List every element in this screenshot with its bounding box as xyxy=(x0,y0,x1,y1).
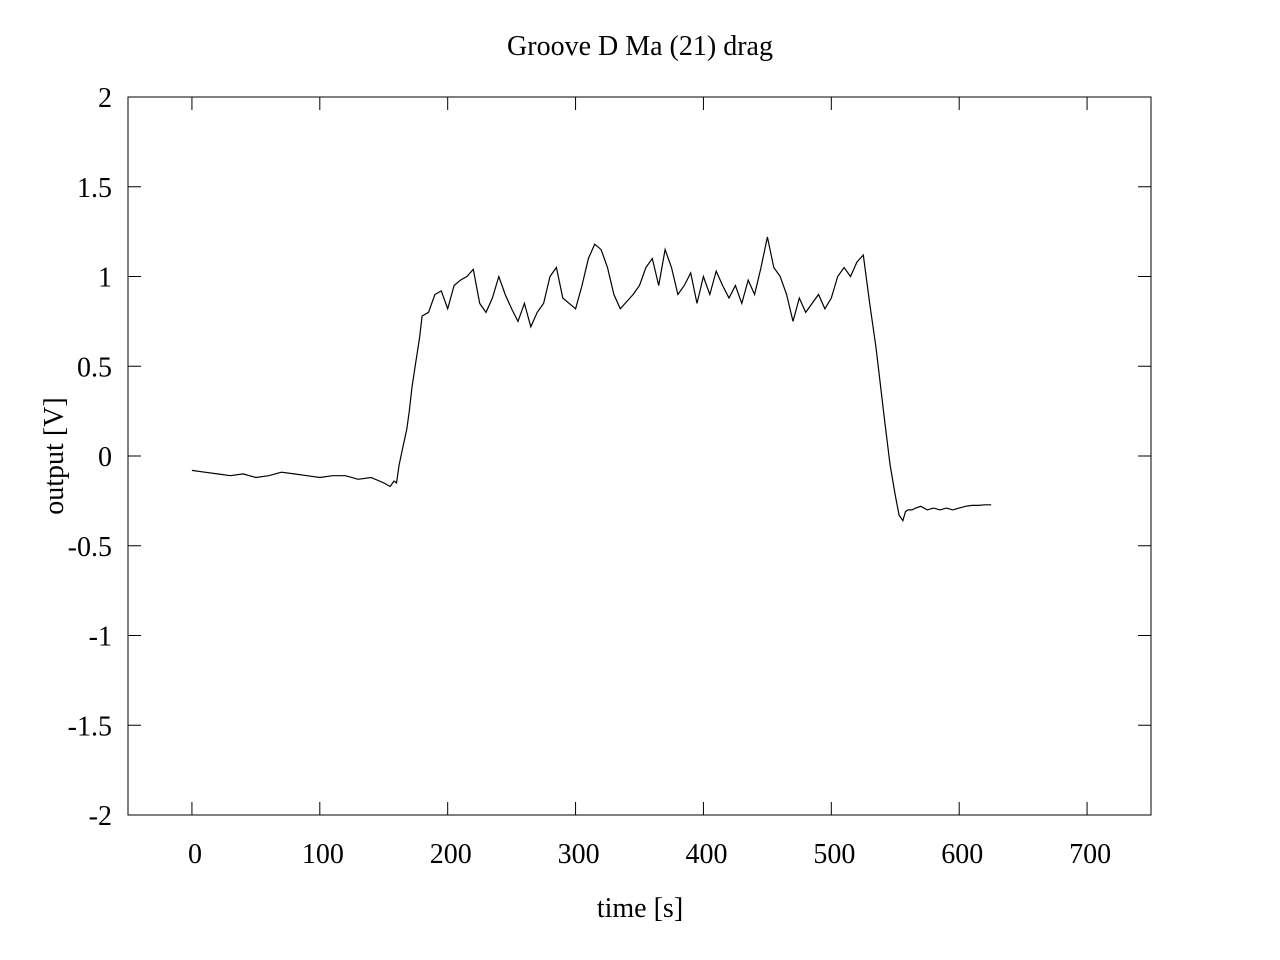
y-tick-label: 1.5 xyxy=(77,173,112,204)
y-tick-label: -1 xyxy=(89,622,112,653)
x-tick-label: 400 xyxy=(685,839,727,870)
y-tick-label: -1.5 xyxy=(68,711,112,742)
y-axis-label: output [V] xyxy=(39,397,70,514)
y-tick-label: 2 xyxy=(98,83,112,114)
y-axis: -2 -1.5 -1 -0.5 0 0.5 1 1.5 2 xyxy=(68,83,1151,832)
x-tick-label: 500 xyxy=(813,839,855,870)
x-tick-label: 600 xyxy=(941,839,983,870)
y-tick-label: -2 xyxy=(89,801,112,832)
plot-frame xyxy=(127,96,1152,816)
y-tick-label: 1 xyxy=(98,263,112,294)
x-axis: 0 100 200 300 400 500 600 700 xyxy=(188,97,1111,870)
x-tick-label: 700 xyxy=(1069,839,1111,870)
series-line xyxy=(191,236,992,522)
x-axis-label: time [s] xyxy=(597,893,683,924)
y-tick-label: -0.5 xyxy=(68,532,112,563)
x-tick-label: 0 xyxy=(188,839,202,870)
x-tick-label: 100 xyxy=(302,839,344,870)
y-tick-label: 0.5 xyxy=(77,352,112,383)
x-tick-label: 200 xyxy=(430,839,472,870)
x-tick-label: 300 xyxy=(558,839,600,870)
y-tick-label: 0 xyxy=(98,442,112,473)
chart-title: Groove D Ma (21) drag xyxy=(507,31,773,62)
